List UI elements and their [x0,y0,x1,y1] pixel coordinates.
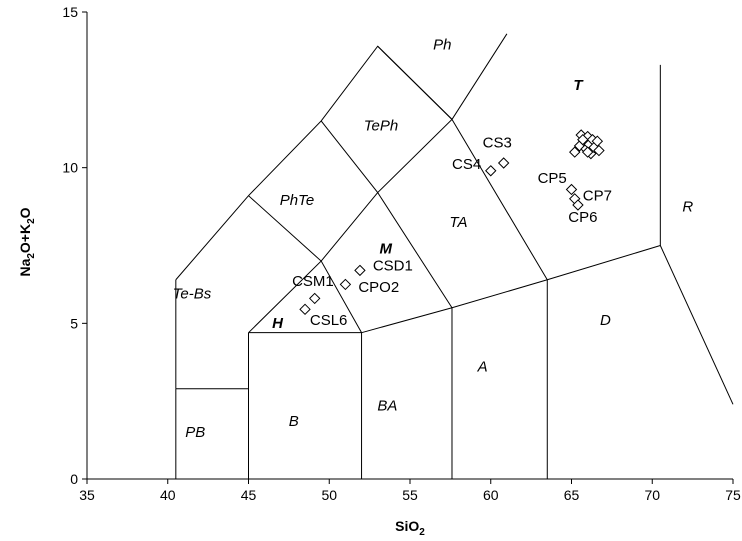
data-point [339,278,352,291]
y-tick-label: 5 [70,315,78,331]
field-label: B [289,413,299,430]
data-point [309,292,321,305]
sample-label: CSD1 [373,257,413,274]
field-label: Te-Bs [173,285,212,302]
y-axis-title-part-1: Na [17,258,33,276]
x-axis-title-main: SiO [395,518,419,534]
y-axis-title: Na2O+K2O [17,207,37,276]
y-axis-title-part-3: O [17,207,33,218]
x-tick-label: 75 [725,487,741,503]
y-tick-label: 0 [70,471,78,487]
x-tick-label: 70 [644,487,660,503]
x-axis-title: SiO2 [395,518,425,538]
y-axis-title-part-2: O+K [17,224,33,253]
sample-label: CS3 [483,134,512,151]
data-point [497,157,510,169]
x-tick-label: 65 [564,487,580,503]
field-label: PB [185,424,205,441]
data-points [299,129,605,316]
data-point [354,264,366,277]
field-label: T [573,77,584,94]
data-point [565,183,578,196]
field-label: R [682,198,693,215]
x-tick-label: 50 [321,487,337,503]
data-point [572,199,584,211]
field-boundary-line [377,45,453,120]
sample-label: CPO2 [358,279,399,296]
y-tick-label: 10 [62,160,78,176]
sample-label: CP5 [538,170,567,187]
field-label: H [272,315,284,332]
field-label: PhTe [280,192,314,209]
y-axis-title-subscript-1: 2 [26,253,37,259]
field-label: M [380,240,393,257]
field-label: TePh [364,117,398,134]
sample-label: CSM1 [292,273,334,290]
sample-label: CS4 [452,156,481,173]
x-axis-title-subscript: 2 [419,527,425,538]
field-label: A [477,359,488,376]
x-tick-label: 55 [402,487,418,503]
y-axis-title-subscript-2: 2 [26,218,37,224]
data-point [591,135,604,147]
x-tick-label: 60 [483,487,499,503]
sample-label: CP7 [583,187,612,204]
data-point [581,146,594,158]
data-point [299,303,311,316]
x-tick-label: 45 [241,487,257,503]
data-point [593,144,605,157]
y-tick-label: 15 [62,4,78,20]
field-label: D [600,312,611,329]
sample-label: CP6 [568,209,597,226]
data-point [485,165,497,177]
data-point [569,146,581,158]
field-label: Ph [433,36,451,53]
field-label: BA [377,398,397,415]
data-point [577,133,589,146]
field-boundary-line [320,120,453,309]
field-boundary-line [659,245,734,405]
field-labels: Ph T TePh PhTe TA M R Te-Bs H D A BA B PB [173,36,694,441]
field-boundary-line [175,33,508,281]
field-label: TA [449,214,467,231]
sample-label: CSL6 [310,312,348,329]
x-tick-label: 35 [79,487,95,503]
field-boundaries [175,33,734,479]
axes: 35 40 45 50 55 60 65 70 75 0 5 10 15 [62,4,741,503]
x-tick-label: 40 [160,487,176,503]
field-boundary-line [361,245,661,334]
